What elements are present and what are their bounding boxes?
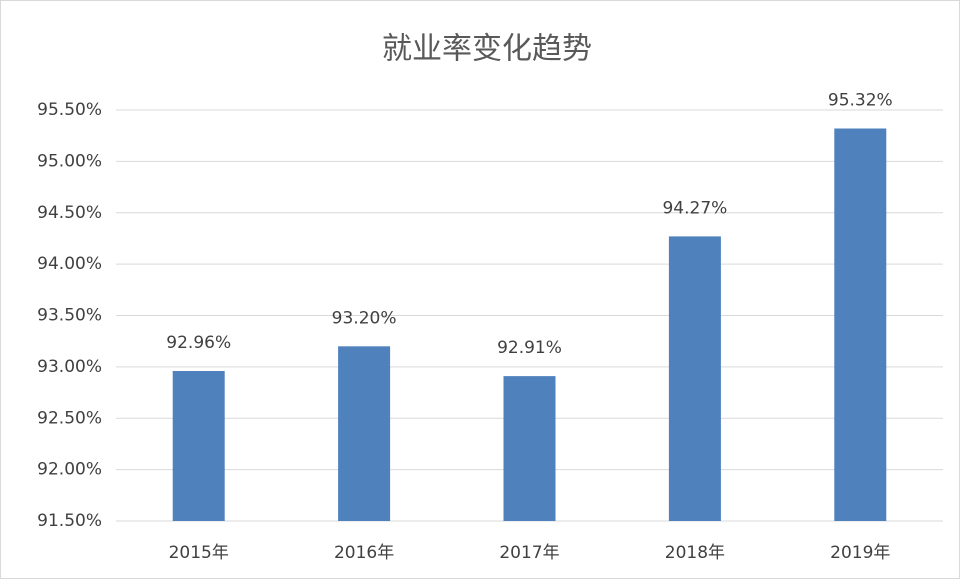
y-tick-label: 94.00% (37, 254, 102, 274)
y-tick-label: 94.50% (37, 203, 102, 223)
x-tick-label: 2018年 (665, 543, 725, 563)
y-tick-label: 91.50% (37, 511, 102, 531)
x-tick-label: 2017年 (499, 543, 559, 563)
x-tick-label: 2015年 (169, 543, 229, 563)
bar (668, 236, 721, 521)
y-tick-label: 93.00% (37, 357, 102, 377)
y-tick-label: 93.50% (37, 306, 102, 326)
y-tick-label: 92.50% (37, 408, 102, 428)
bar (834, 128, 887, 521)
y-tick-label: 92.00% (37, 460, 102, 480)
y-tick-label: 95.50% (37, 100, 102, 120)
data-label: 95.32% (828, 90, 893, 110)
x-tick-label: 2019年 (830, 543, 890, 563)
chart-title: 就业率变化趋势 (382, 32, 592, 67)
data-label: 94.27% (662, 198, 727, 218)
bar (503, 376, 556, 521)
data-label: 92.96% (166, 333, 231, 353)
bar (338, 346, 391, 521)
bar (172, 370, 225, 521)
data-label: 93.20% (332, 308, 397, 328)
x-tick-label: 2016年 (334, 543, 394, 563)
data-label: 92.91% (497, 338, 562, 358)
y-tick-label: 95.00% (37, 151, 102, 171)
